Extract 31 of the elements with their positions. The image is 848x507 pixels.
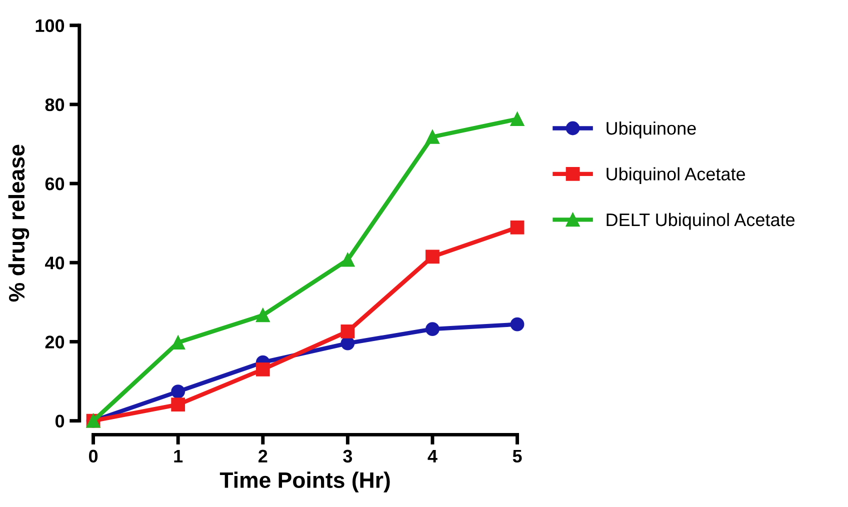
x-tick-label: 5 — [512, 450, 522, 463]
point — [510, 112, 524, 126]
x-tick-label: 4 — [428, 450, 438, 462]
legend-label: DELT Ubiquinol Acetate — [606, 212, 795, 230]
point — [340, 336, 355, 350]
point — [426, 250, 440, 264]
x-tick-label: 1 — [174, 450, 183, 462]
point — [426, 322, 440, 336]
x-tick-label: 2 — [258, 450, 268, 462]
point — [171, 336, 186, 350]
point — [340, 324, 355, 338]
x-tick-label: 0 — [88, 450, 98, 463]
x-axis-title: Time Points (Hr) — [220, 472, 390, 492]
y-tick-label: 60 — [45, 177, 64, 190]
x-tick-label: 3 — [343, 450, 352, 463]
point — [256, 308, 270, 322]
y-tick-label: 80 — [45, 98, 64, 112]
y-tick-label: 20 — [45, 336, 64, 348]
y-tick-label: 0 — [55, 414, 64, 428]
y-tick-label: 40 — [45, 256, 64, 270]
legend-label: Ubiquinol Acetate — [606, 167, 746, 184]
legend-label: Ubiquinone — [606, 121, 696, 138]
point — [426, 130, 440, 144]
point — [171, 384, 186, 398]
point — [510, 317, 524, 332]
point — [256, 362, 270, 376]
point — [510, 220, 524, 234]
point — [171, 398, 186, 412]
y-tick-label: 100 — [36, 19, 64, 32]
point — [340, 252, 355, 267]
y-axis-title: % drug release — [8, 144, 30, 302]
